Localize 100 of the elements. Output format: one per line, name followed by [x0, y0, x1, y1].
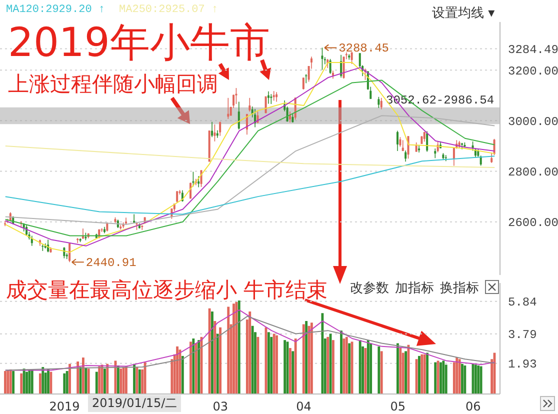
x-tick-label: 03 — [212, 400, 228, 414]
candlestick — [214, 124, 216, 142]
text: 设置均线 ▾ — [432, 5, 495, 22]
bar — [477, 365, 480, 394]
bar — [66, 371, 68, 394]
bar — [103, 368, 106, 394]
annotation: 2440.91 — [86, 256, 136, 270]
bar — [87, 368, 90, 394]
bar — [38, 373, 42, 394]
bar — [345, 336, 348, 394]
text: 2019/01/15/二 — [88, 395, 182, 412]
bar — [22, 368, 26, 394]
bar — [399, 348, 402, 394]
bar — [305, 321, 308, 394]
candlestick — [302, 77, 304, 90]
annotation: 加指标 — [395, 280, 434, 297]
candlestick — [329, 58, 332, 74]
bar — [474, 364, 477, 394]
bar — [30, 369, 34, 394]
bar — [256, 336, 260, 394]
candlestick — [235, 88, 238, 104]
bar — [194, 343, 198, 394]
bar — [294, 338, 297, 394]
bar — [116, 365, 120, 394]
bar — [444, 364, 448, 394]
y-tick-label: 3200.00 — [508, 64, 558, 78]
bar — [227, 306, 230, 394]
bar — [456, 358, 458, 394]
candlestick — [227, 98, 230, 120]
bar — [434, 362, 437, 394]
annotation: 换指标 — [440, 280, 479, 297]
annotation: 改参数 — [350, 280, 389, 297]
bar — [420, 354, 424, 394]
bar — [366, 340, 370, 394]
bar — [276, 335, 278, 394]
bar — [238, 300, 240, 394]
candlestick — [238, 101, 240, 130]
bar — [302, 324, 305, 394]
bar — [292, 351, 294, 394]
candlestick — [396, 130, 399, 152]
bar — [326, 336, 330, 394]
bar — [370, 343, 372, 394]
candlestick — [219, 121, 222, 136]
chart-title: 2019年小牛市 — [8, 20, 270, 66]
bar — [214, 321, 216, 394]
candlestick — [288, 111, 291, 123]
bar — [426, 352, 428, 394]
bar — [342, 338, 346, 394]
bar — [190, 342, 192, 394]
bar — [198, 340, 200, 394]
annotation: 3288.45 — [338, 42, 390, 56]
line-series — [4, 156, 496, 215]
candlestick — [378, 96, 380, 108]
bar — [125, 366, 128, 394]
bar — [464, 365, 466, 394]
bar — [423, 354, 426, 394]
y-tick-label: 2800.00 — [508, 166, 558, 180]
text: MA120:2929.20 ↑ — [6, 4, 106, 16]
line-series — [4, 115, 496, 225]
bar — [272, 334, 276, 394]
candlestick — [490, 152, 493, 164]
bar — [181, 356, 184, 394]
bar — [380, 351, 383, 394]
bar — [358, 340, 362, 394]
bar — [63, 373, 66, 394]
candlestick — [272, 90, 275, 102]
bar — [288, 348, 292, 394]
bar — [133, 364, 136, 394]
candlestick — [399, 136, 402, 148]
bar — [480, 366, 482, 394]
y-tick-label: 3.79 — [508, 328, 537, 342]
candlestick — [321, 47, 324, 70]
bar — [76, 361, 80, 394]
bar — [26, 372, 28, 394]
candlestick — [270, 94, 272, 104]
bar — [235, 302, 238, 394]
bar — [20, 373, 23, 394]
bar — [310, 322, 313, 394]
candlestick — [248, 98, 251, 112]
bar — [219, 327, 222, 394]
bar — [120, 368, 122, 394]
x-tick-label: 04 — [296, 400, 312, 414]
candlestick — [267, 90, 270, 104]
bar — [232, 304, 235, 394]
bar — [114, 360, 117, 394]
candlestick — [426, 130, 428, 152]
bar — [458, 359, 461, 394]
y-tick-label: 3000.00 — [508, 114, 558, 129]
y-tick-label: 2600.00 — [508, 216, 558, 230]
bar — [378, 346, 380, 394]
bar — [332, 340, 334, 394]
bar — [170, 359, 174, 394]
bar — [248, 312, 252, 394]
bar — [95, 372, 98, 394]
candlestick — [292, 112, 294, 123]
x-tick-label: 05 — [390, 400, 406, 414]
bar — [12, 371, 15, 394]
bar — [251, 326, 254, 394]
candlestick — [404, 150, 407, 162]
bar — [98, 366, 101, 394]
